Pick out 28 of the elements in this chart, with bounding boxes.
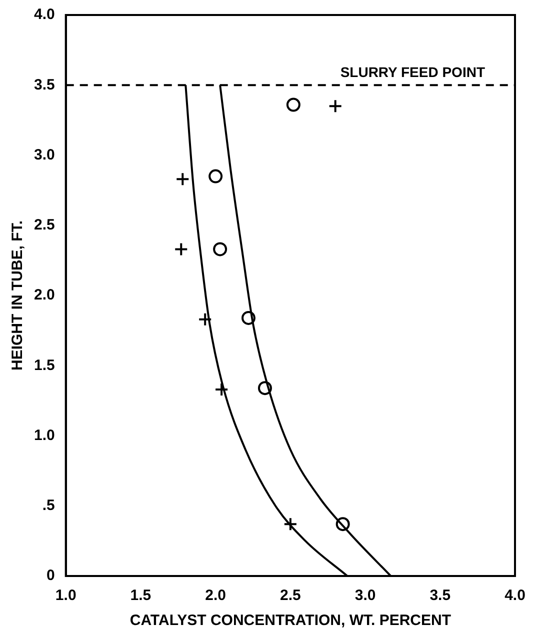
point [176, 172, 190, 186]
y-tick-label: 1.5 [34, 356, 55, 374]
y-tick-label: 3.0 [34, 146, 55, 164]
point [258, 381, 272, 396]
y-tick-label: 2.0 [34, 286, 55, 304]
ref-line-label: SLURRY FEED POINT [340, 64, 486, 80]
x-tick-label: 1.5 [130, 587, 152, 604]
point [286, 98, 300, 112]
y-tick-label: 4.0 [34, 6, 55, 24]
y-tick-label: 2.5 [34, 216, 55, 234]
x-tick-label: 3.5 [430, 587, 451, 604]
x-tick-label: 2.5 [280, 587, 301, 604]
y-tick-label: 3.5 [34, 76, 55, 94]
y-axis-title: HEIGHT IN TUBE, FT. [9, 220, 26, 370]
x-tick-label: 4.0 [504, 587, 526, 604]
point [208, 169, 223, 184]
x-tick-label: 3.0 [354, 587, 376, 604]
x-tick-label: 1.0 [55, 587, 76, 604]
y-tick-label: 0 [46, 567, 55, 584]
point [174, 242, 188, 256]
y-tick-label: 1.0 [34, 426, 55, 444]
y-tick-label: .5 [42, 497, 55, 514]
point [213, 242, 228, 256]
point [242, 310, 256, 325]
point [336, 517, 350, 532]
x-axis-title: CATALYST CONCENTRATION, WT. PERCENT [130, 612, 451, 630]
point [328, 99, 342, 114]
x-tick-label: 2.0 [205, 587, 226, 604]
